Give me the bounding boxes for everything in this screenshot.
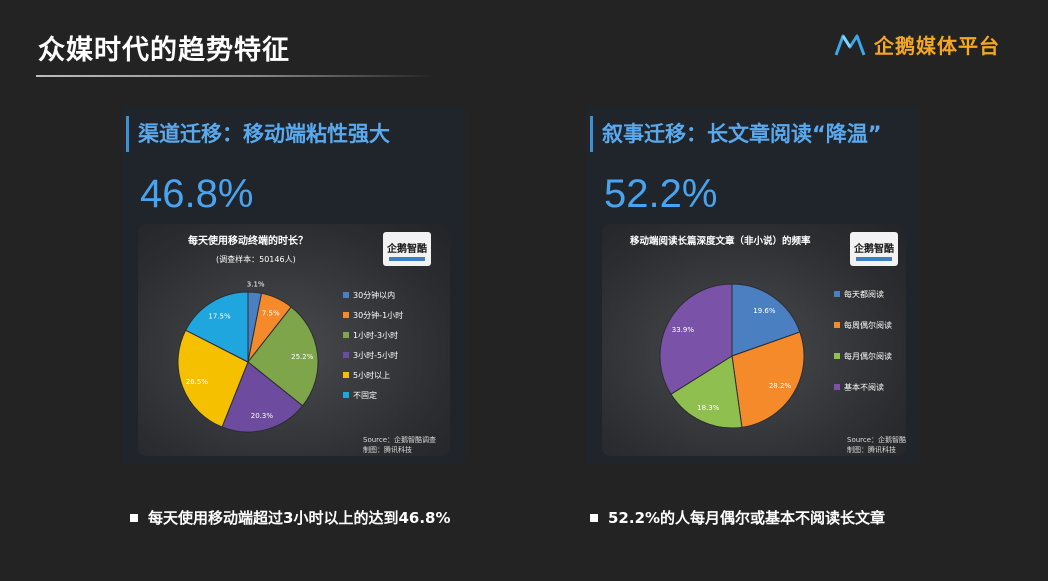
- legend-swatch: [834, 322, 840, 328]
- legend-label: 30分钟以内: [353, 290, 395, 300]
- pie-slice: [177, 329, 249, 428]
- legend-swatch: [834, 384, 840, 390]
- slice-data-label: 18.3%: [697, 404, 720, 412]
- legend-swatch: [343, 332, 349, 338]
- legend-swatch: [343, 312, 349, 318]
- legend-swatch: [834, 291, 840, 297]
- pie-slice: [731, 331, 805, 428]
- big-stat: 46.8%: [140, 172, 254, 216]
- slice-data-label: 26.5%: [186, 378, 209, 386]
- legend-label: 每天都阅读: [844, 289, 884, 299]
- penguin-think-logo-icon: 企鹅智酷: [383, 232, 431, 266]
- brand-logo: 企鹅媒体平台: [834, 30, 1000, 59]
- slice-data-label: 25.2%: [291, 353, 314, 361]
- bullet-point: 每天使用移动端超过3小时以上的达到46.8%: [130, 507, 450, 528]
- chart-title: 每天使用移动终端的时长？: [188, 234, 308, 247]
- legend-label: 每月偶尔阅读: [844, 351, 892, 361]
- slice-data-label: 7.5%: [262, 309, 280, 317]
- logo-text: 企鹅智酷: [853, 242, 894, 255]
- m-logo-icon: [834, 34, 866, 56]
- bullet-point: 52.2%的人每月偶尔或基本不阅读长文章: [590, 507, 885, 528]
- legend-label: 5小时以上: [353, 370, 390, 380]
- legend-swatch: [834, 353, 840, 359]
- chart-subtitle: (调查样本：50146人): [216, 254, 296, 264]
- chart-source: Source：企鹅智酷调查: [363, 435, 436, 444]
- pie-chart-card: 企鹅智酷 移动端阅读长篇深度文章（非小说）的频率 19.6% 每天都阅读 28.2% 每周…: [602, 224, 906, 456]
- slice-data-label: 19.6%: [753, 307, 776, 315]
- pie-chart-long-reading: 企鹅智酷 移动端阅读长篇深度文章（非小说）的频率 19.6% 每天都阅读 28.2% 每周…: [630, 232, 906, 454]
- slice-data-label: 17.5%: [208, 312, 231, 320]
- legend-swatch: [343, 372, 349, 378]
- logo-text: 企鹅智酷: [386, 242, 427, 255]
- legend-swatch: [343, 392, 349, 398]
- title-underline: [36, 75, 436, 77]
- panel-heading: 叙事迁移：长文章阅读“降温”: [590, 116, 882, 152]
- legend-label: 30分钟-1小时: [353, 310, 403, 320]
- legend-label: 1小时-3小时: [353, 330, 398, 340]
- slice-data-label: 20.3%: [251, 412, 274, 420]
- big-stat: 52.2%: [604, 172, 718, 216]
- bullet-text: 每天使用移动端超过3小时以上的达到46.8%: [148, 509, 451, 527]
- legend-label: 不固定: [353, 390, 377, 400]
- chart-panel-long-reading: 叙事迁移：长文章阅读“降温” 52.2% 企鹅智酷 移动端阅读长篇深度文章（非小说…: [586, 106, 920, 463]
- square-bullet-icon: [130, 513, 138, 522]
- pie-chart-mobile-usage: 企鹅智酷 每天使用移动终端的时长？ (调查样本：50146人) 3.1% 30分钟以内 7…: [177, 232, 436, 454]
- chart-panel-mobile-usage: 渠道迁移：移动端粘性强大 46.8% 企鹅智酷 每天使用移动终端的时长？ (调查样本…: [122, 106, 465, 463]
- slide-title: 众媒时代的趋势特征: [38, 35, 290, 66]
- brand-name: 企鹅媒体平台: [874, 34, 1000, 58]
- pie-slice: [670, 355, 743, 429]
- pie-slice: [659, 283, 733, 395]
- legend-label: 每周偶尔阅读: [844, 320, 892, 330]
- pie-slice: [247, 306, 319, 407]
- pie-slice: [221, 361, 304, 433]
- slice-data-label: 28.2%: [769, 382, 792, 390]
- pie-slice: [184, 291, 249, 363]
- legend-swatch: [343, 352, 349, 358]
- square-bullet-icon: [590, 513, 598, 522]
- legend-label: 基本不阅读: [844, 382, 884, 392]
- chart-maker: 制图：腾讯科技: [847, 445, 896, 454]
- bullet-text: 52.2%的人每月偶尔或基本不阅读长文章: [608, 509, 886, 527]
- chart-source: Source：企鹅智酷调查: [847, 435, 906, 444]
- panel-heading: 渠道迁移：移动端粘性强大: [126, 116, 390, 152]
- legend-swatch: [343, 292, 349, 298]
- chart-maker: 制图：腾讯科技: [363, 445, 412, 454]
- chart-title: 移动端阅读长篇深度文章（非小说）的频率: [630, 235, 811, 247]
- slice-data-label: 33.9%: [672, 326, 695, 334]
- legend-label: 3小时-5小时: [353, 350, 398, 360]
- slice-data-label: 3.1%: [247, 280, 265, 288]
- penguin-think-logo-icon: 企鹅智酷: [850, 232, 898, 266]
- pie-chart-card: 企鹅智酷 每天使用移动终端的时长？ (调查样本：50146人) 3.1% 30分钟以内 7…: [138, 224, 450, 456]
